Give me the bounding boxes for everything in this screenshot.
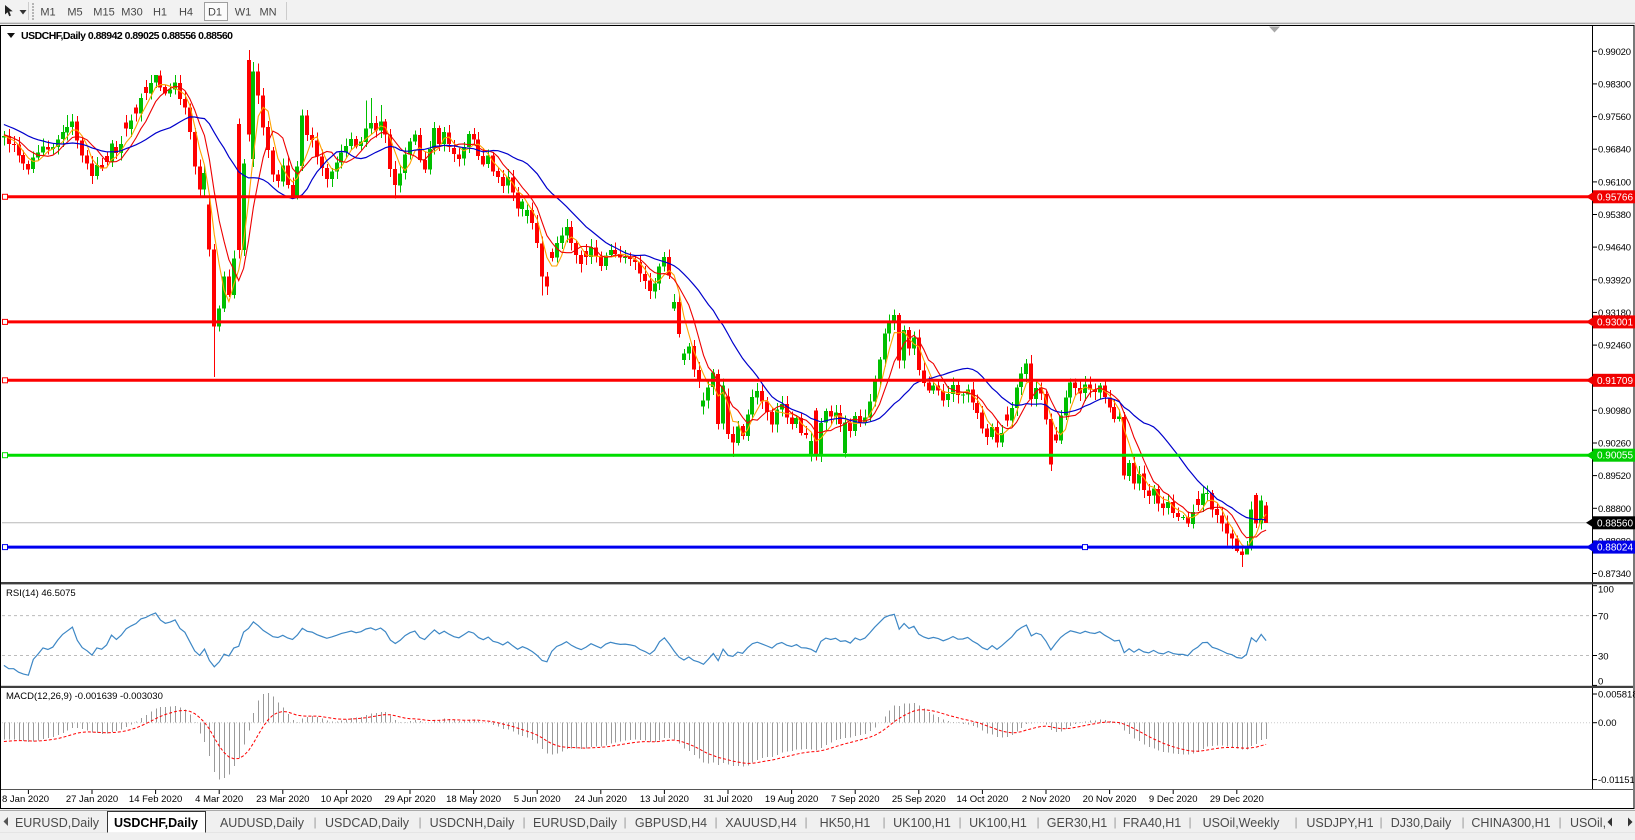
svg-text:0.91709: 0.91709 bbox=[1597, 376, 1633, 387]
svg-text:18 May 2020: 18 May 2020 bbox=[446, 794, 501, 805]
svg-text:100: 100 bbox=[1598, 585, 1614, 596]
svg-text:M15: M15 bbox=[93, 7, 114, 19]
svg-text:0.96840: 0.96840 bbox=[1598, 145, 1631, 156]
svg-text:AUDUSD,Daily: AUDUSD,Daily bbox=[220, 816, 305, 830]
svg-text:|: | bbox=[1294, 815, 1297, 829]
svg-text:USDJPY,H1: USDJPY,H1 bbox=[1306, 816, 1373, 830]
svg-text:MACD(12,26,9) -0.001639 -0.003: MACD(12,26,9) -0.001639 -0.003030 bbox=[6, 691, 163, 702]
svg-text:GBPUSD,H4: GBPUSD,H4 bbox=[635, 816, 707, 830]
svg-text:0.88024: 0.88024 bbox=[1597, 543, 1633, 554]
svg-text:DJ30,Daily: DJ30,Daily bbox=[1391, 816, 1452, 830]
svg-text:31 Jul 2020: 31 Jul 2020 bbox=[703, 794, 752, 805]
svg-text:0.90980: 0.90980 bbox=[1598, 406, 1631, 417]
svg-text:|: | bbox=[804, 815, 807, 829]
svg-text:0.93180: 0.93180 bbox=[1598, 308, 1631, 319]
svg-text:0.95380: 0.95380 bbox=[1598, 210, 1631, 221]
svg-text:M5: M5 bbox=[67, 7, 82, 19]
svg-text:|: | bbox=[1558, 815, 1561, 829]
svg-text:0.96100: 0.96100 bbox=[1598, 177, 1631, 188]
svg-text:H4: H4 bbox=[179, 7, 193, 19]
svg-text:XAUUSD,H4: XAUUSD,H4 bbox=[725, 816, 797, 830]
svg-text:|: | bbox=[418, 815, 421, 829]
svg-text:MN: MN bbox=[259, 7, 276, 19]
svg-text:|: | bbox=[882, 815, 885, 829]
svg-text:D1: D1 bbox=[208, 7, 222, 19]
svg-text:13 Jul 2020: 13 Jul 2020 bbox=[640, 794, 689, 805]
svg-text:30: 30 bbox=[1598, 652, 1609, 663]
svg-text:|: | bbox=[714, 815, 717, 829]
svg-text:0.95766: 0.95766 bbox=[1597, 192, 1633, 203]
svg-text:HK50,H1: HK50,H1 bbox=[820, 816, 871, 830]
svg-text:USDCAD,Daily: USDCAD,Daily bbox=[325, 816, 410, 830]
svg-text:2 Nov 2020: 2 Nov 2020 bbox=[1022, 794, 1071, 805]
svg-text:RSI(14) 46.5075: RSI(14) 46.5075 bbox=[6, 588, 76, 599]
svg-text:0.93001: 0.93001 bbox=[1597, 317, 1633, 328]
svg-text:0.97560: 0.97560 bbox=[1598, 112, 1631, 123]
svg-text:|: | bbox=[1461, 815, 1464, 829]
svg-text:USDCNH,Daily: USDCNH,Daily bbox=[430, 816, 515, 830]
svg-text:H1: H1 bbox=[153, 7, 167, 19]
svg-text:0.005818: 0.005818 bbox=[1598, 690, 1635, 701]
svg-text:USDCHF,Daily: USDCHF,Daily bbox=[114, 816, 198, 830]
svg-text:GER30,H1: GER30,H1 bbox=[1047, 816, 1107, 830]
svg-text:27 Jan 2020: 27 Jan 2020 bbox=[66, 794, 118, 805]
svg-text:25 Sep 2020: 25 Sep 2020 bbox=[892, 794, 946, 805]
svg-text:|: | bbox=[623, 815, 626, 829]
svg-text:0.93920: 0.93920 bbox=[1598, 275, 1631, 286]
svg-text:0.99020: 0.99020 bbox=[1598, 47, 1631, 58]
svg-text:USOil,Weekly: USOil,Weekly bbox=[1203, 816, 1281, 830]
svg-text:23 Mar 2020: 23 Mar 2020 bbox=[256, 794, 309, 805]
svg-text:14 Feb 2020: 14 Feb 2020 bbox=[129, 794, 182, 805]
svg-text:W1: W1 bbox=[235, 7, 252, 19]
svg-text:5 Jun 2020: 5 Jun 2020 bbox=[514, 794, 561, 805]
svg-text:UK100,H1: UK100,H1 bbox=[893, 816, 951, 830]
svg-text:|: | bbox=[1188, 815, 1191, 829]
svg-text:0.87340: 0.87340 bbox=[1598, 569, 1631, 580]
svg-text:EURUSD,Daily: EURUSD,Daily bbox=[533, 816, 618, 830]
svg-text:M1: M1 bbox=[40, 7, 55, 19]
svg-text:USOil,: USOil, bbox=[1570, 816, 1606, 830]
svg-text:10 Apr 2020: 10 Apr 2020 bbox=[321, 794, 372, 805]
svg-text:29 Dec 2020: 29 Dec 2020 bbox=[1210, 794, 1264, 805]
svg-text:0.00: 0.00 bbox=[1598, 718, 1617, 729]
svg-text:0.88800: 0.88800 bbox=[1598, 504, 1631, 515]
svg-text:20 Nov 2020: 20 Nov 2020 bbox=[1083, 794, 1137, 805]
svg-text:7 Sep 2020: 7 Sep 2020 bbox=[831, 794, 880, 805]
svg-text:0.90260: 0.90260 bbox=[1598, 439, 1631, 450]
svg-text:EURUSD,Daily: EURUSD,Daily bbox=[15, 816, 100, 830]
svg-text:70: 70 bbox=[1598, 612, 1609, 623]
svg-text:|: | bbox=[313, 815, 316, 829]
svg-text:24 Jun 2020: 24 Jun 2020 bbox=[575, 794, 627, 805]
svg-text:0.89520: 0.89520 bbox=[1598, 471, 1631, 482]
svg-text:M30: M30 bbox=[121, 7, 142, 19]
svg-text:|: | bbox=[958, 815, 961, 829]
svg-text:0.94640: 0.94640 bbox=[1598, 243, 1631, 254]
svg-text:4 Mar 2020: 4 Mar 2020 bbox=[195, 794, 243, 805]
svg-text:29 Apr 2020: 29 Apr 2020 bbox=[384, 794, 435, 805]
svg-text:0: 0 bbox=[1598, 676, 1603, 687]
svg-text:19 Aug 2020: 19 Aug 2020 bbox=[765, 794, 818, 805]
svg-text:-0.011515: -0.011515 bbox=[1598, 775, 1635, 786]
svg-text:0.90055: 0.90055 bbox=[1597, 451, 1633, 462]
svg-text:|: | bbox=[522, 815, 525, 829]
svg-text:0.88560: 0.88560 bbox=[1597, 518, 1633, 529]
svg-text:UK100,H1: UK100,H1 bbox=[969, 816, 1027, 830]
svg-text:USDCHF,Daily 0.88942 0.89025: USDCHF,Daily 0.88942 0.89025 0.88556 0.8… bbox=[21, 30, 233, 42]
svg-text:|: | bbox=[1379, 815, 1382, 829]
svg-text:0.92460: 0.92460 bbox=[1598, 341, 1631, 352]
svg-text:|: | bbox=[1113, 815, 1116, 829]
svg-text:14 Oct 2020: 14 Oct 2020 bbox=[957, 794, 1009, 805]
svg-text:|: | bbox=[1036, 815, 1039, 829]
svg-text:9 Dec 2020: 9 Dec 2020 bbox=[1149, 794, 1198, 805]
svg-text:CHINA300,H1: CHINA300,H1 bbox=[1471, 816, 1550, 830]
svg-text:0.98300: 0.98300 bbox=[1598, 79, 1631, 90]
svg-text:FRA40,H1: FRA40,H1 bbox=[1123, 816, 1181, 830]
svg-text:8 Jan 2020: 8 Jan 2020 bbox=[2, 794, 49, 805]
